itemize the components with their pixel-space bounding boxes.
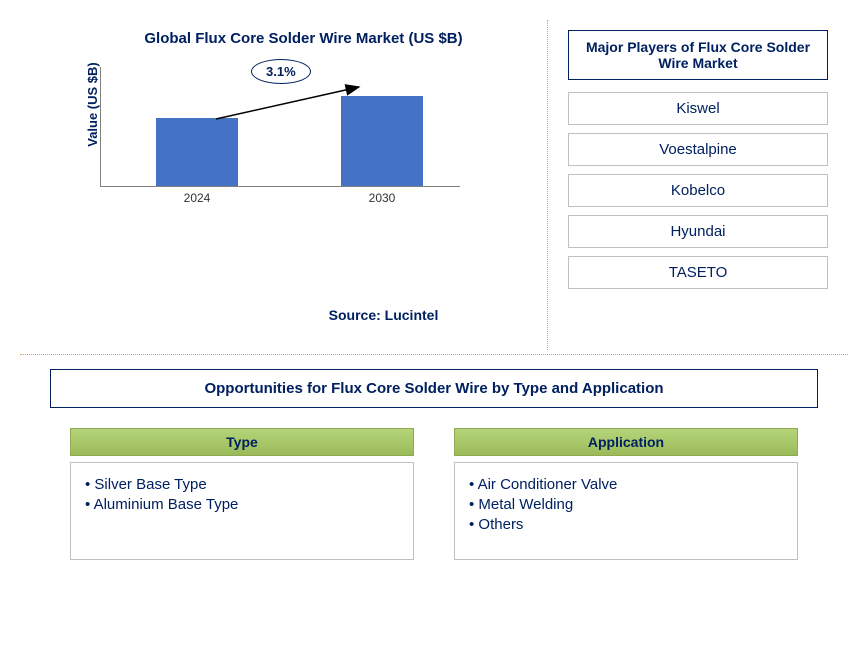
x-tick-label: 2030 — [369, 191, 396, 205]
top-row: Global Flux Core Solder Wire Market (US … — [20, 20, 848, 350]
opp-list-item: • Aluminium Base Type — [85, 496, 399, 513]
opportunities-row: Type • Silver Base Type • Aluminium Base … — [20, 428, 848, 560]
opportunities-title: Opportunities for Flux Core Solder Wire … — [50, 369, 818, 408]
player-item: Kobelco — [568, 174, 828, 207]
section-divider — [20, 354, 848, 355]
arrow-line — [216, 87, 359, 119]
players-section: Major Players of Flux Core Solder Wire M… — [548, 20, 848, 350]
player-item: Kiswel — [568, 92, 828, 125]
player-item: Voestalpine — [568, 133, 828, 166]
players-list: Kiswel Voestalpine Kobelco Hyundai TASETO — [568, 92, 828, 289]
opp-list-item: • Metal Welding — [469, 496, 783, 513]
chart-area: Value (US $B) 3.1% 20242030 — [100, 67, 527, 247]
opp-items-type: • Silver Base Type • Aluminium Base Type — [70, 462, 414, 560]
opp-list-item: • Others — [469, 516, 783, 533]
opp-col-type: Type • Silver Base Type • Aluminium Base … — [70, 428, 414, 560]
player-item: TASETO — [568, 256, 828, 289]
growth-callout: 3.1% — [251, 59, 311, 84]
y-axis-label: Value (US $B) — [85, 62, 100, 147]
chart-section: Global Flux Core Solder Wire Market (US … — [20, 20, 548, 350]
growth-arrow-icon — [101, 67, 461, 187]
opp-col-application: Application • Air Conditioner Valve • Met… — [454, 428, 798, 560]
opp-items-application: • Air Conditioner Valve • Metal Welding • … — [454, 462, 798, 560]
opp-list-item: • Air Conditioner Valve — [469, 476, 783, 493]
opp-list-item: • Silver Base Type — [85, 476, 399, 493]
chart-title: Global Flux Core Solder Wire Market (US … — [80, 30, 527, 47]
player-item: Hyundai — [568, 215, 828, 248]
source-label: Source: Lucintel — [240, 307, 527, 323]
opp-header-application: Application — [454, 428, 798, 456]
x-tick-label: 2024 — [184, 191, 211, 205]
chart-plot: 3.1% 20242030 — [100, 67, 460, 187]
opp-header-type: Type — [70, 428, 414, 456]
players-title: Major Players of Flux Core Solder Wire M… — [568, 30, 828, 80]
